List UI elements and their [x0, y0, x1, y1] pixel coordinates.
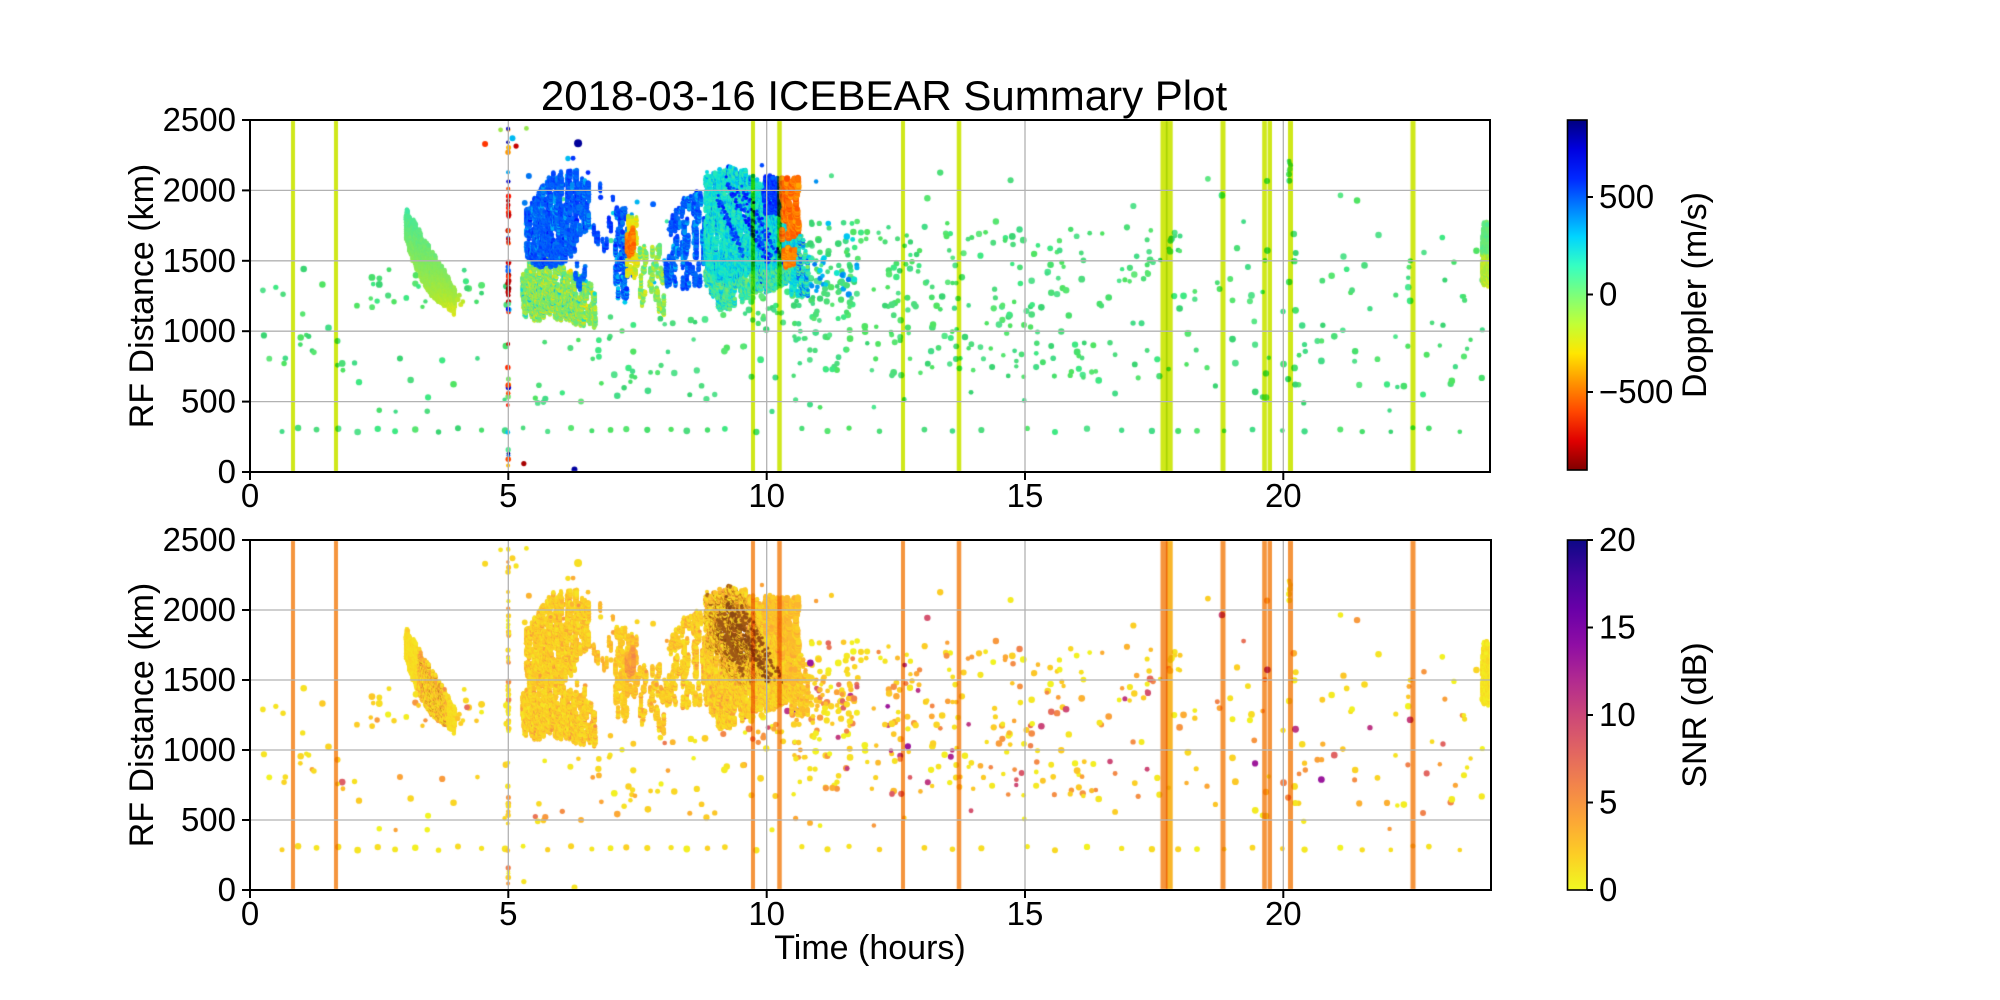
- svg-text:2000: 2000: [163, 171, 236, 208]
- svg-text:10: 10: [748, 477, 785, 514]
- svg-text:0: 0: [218, 453, 236, 490]
- svg-text:RF Distance (km): RF Distance (km): [123, 583, 161, 847]
- svg-text:2018-03-16 ICEBEAR Summary Plo: 2018-03-16 ICEBEAR Summary Plot: [541, 72, 1228, 119]
- svg-text:500: 500: [1599, 178, 1654, 215]
- svg-text:2000: 2000: [163, 591, 236, 628]
- svg-text:0: 0: [241, 895, 259, 932]
- svg-text:Time (hours): Time (hours): [774, 929, 965, 967]
- svg-text:20: 20: [1599, 521, 1636, 558]
- svg-text:0: 0: [1599, 871, 1617, 908]
- svg-text:1000: 1000: [163, 731, 236, 768]
- svg-text:RF Distance (km): RF Distance (km): [123, 164, 161, 428]
- svg-text:15: 15: [1007, 895, 1044, 932]
- svg-text:10: 10: [1599, 696, 1636, 733]
- svg-text:10: 10: [748, 895, 785, 932]
- svg-text:15: 15: [1007, 477, 1044, 514]
- svg-text:20: 20: [1265, 477, 1302, 514]
- svg-text:500: 500: [181, 383, 236, 420]
- svg-text:1500: 1500: [163, 242, 236, 279]
- svg-text:500: 500: [181, 801, 236, 838]
- svg-text:5: 5: [499, 477, 517, 514]
- svg-text:15: 15: [1599, 609, 1636, 646]
- svg-text:0: 0: [241, 477, 259, 514]
- svg-text:0: 0: [1599, 276, 1617, 313]
- svg-text:1500: 1500: [163, 661, 236, 698]
- svg-text:5: 5: [1599, 784, 1617, 821]
- svg-text:2500: 2500: [163, 521, 236, 558]
- svg-text:5: 5: [499, 895, 517, 932]
- svg-text:SNR (dB): SNR (dB): [1676, 642, 1714, 787]
- svg-text:20: 20: [1265, 895, 1302, 932]
- svg-text:Doppler (m/s): Doppler (m/s): [1676, 192, 1714, 398]
- svg-text:2500: 2500: [163, 101, 236, 138]
- svg-text:−500: −500: [1599, 373, 1673, 410]
- svg-text:0: 0: [218, 871, 236, 908]
- svg-text:1000: 1000: [163, 312, 236, 349]
